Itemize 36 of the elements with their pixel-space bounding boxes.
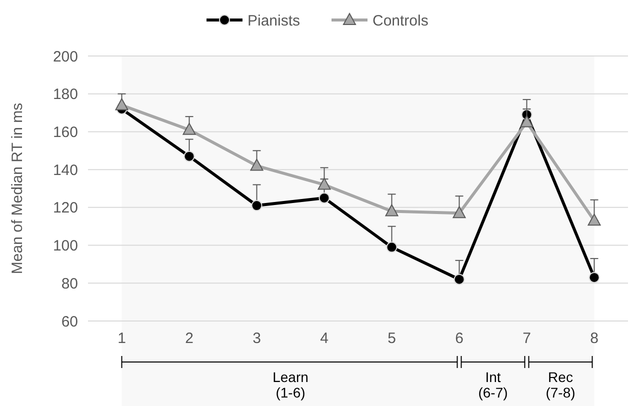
point xyxy=(588,214,601,226)
legend-label: Pianists xyxy=(248,12,300,30)
point xyxy=(318,192,330,204)
point xyxy=(386,242,398,253)
point xyxy=(452,206,466,218)
x-tick-label: 7 xyxy=(522,330,531,347)
y-axis-title: Mean of Median RT in ms xyxy=(9,102,26,274)
point xyxy=(318,178,331,190)
point xyxy=(115,98,128,110)
point xyxy=(520,115,534,128)
point xyxy=(454,274,465,285)
x-tick-label: 6 xyxy=(455,330,464,347)
band-label: Int (6-7) xyxy=(478,369,508,400)
x-tick-label: 8 xyxy=(590,330,598,347)
point xyxy=(251,200,262,212)
x-tick-label: 5 xyxy=(388,330,396,347)
y-tick-label: 120 xyxy=(52,200,78,217)
y-tick-label: 80 xyxy=(61,275,78,292)
y-tick-label: 60 xyxy=(61,313,78,330)
x-tick-label: 2 xyxy=(185,330,194,347)
y-tick-label: 140 xyxy=(52,162,78,179)
y-tick-label: 100 xyxy=(52,238,78,255)
x-tick-label: 1 xyxy=(118,330,126,347)
point xyxy=(385,204,398,216)
legend-label: Controls xyxy=(372,12,428,30)
y-tick-label: 160 xyxy=(52,124,78,141)
x-tick-label: 3 xyxy=(252,330,261,347)
x-tick-label: 4 xyxy=(320,330,328,347)
point xyxy=(250,158,264,171)
point xyxy=(182,122,196,135)
band-label: Rec (7-8) xyxy=(546,369,576,400)
point xyxy=(184,150,195,162)
y-tick-label: 200 xyxy=(52,48,78,66)
y-tick-label: 180 xyxy=(52,86,78,104)
point xyxy=(588,272,600,283)
band-label: Learn (1-6) xyxy=(272,369,308,400)
